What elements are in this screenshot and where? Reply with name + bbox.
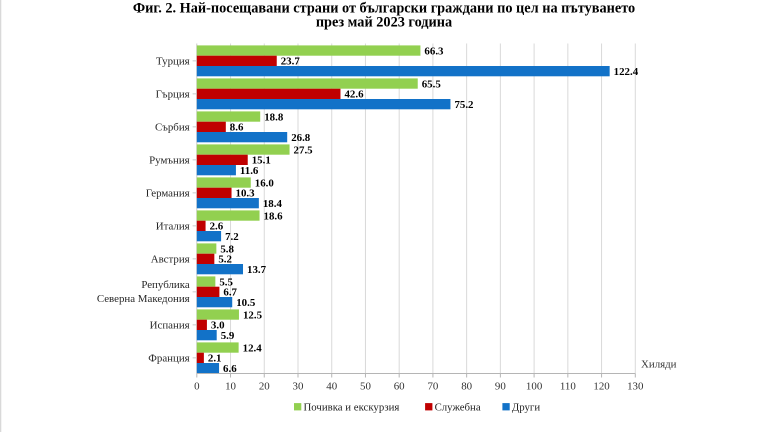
svg-text:8.6: 8.6 xyxy=(230,122,244,134)
svg-text:5.5: 5.5 xyxy=(219,276,233,288)
svg-text:Сърбия: Сърбия xyxy=(155,121,190,133)
svg-text:16.0: 16.0 xyxy=(255,177,275,189)
svg-text:3.0: 3.0 xyxy=(211,320,225,332)
svg-text:12.5: 12.5 xyxy=(243,309,263,321)
svg-text:2.6: 2.6 xyxy=(210,221,224,233)
svg-text:Гърция: Гърция xyxy=(156,88,190,100)
svg-text:100: 100 xyxy=(526,381,543,393)
svg-text:Северна Македония: Северна Македония xyxy=(97,293,190,305)
svg-text:7.2: 7.2 xyxy=(225,231,239,243)
svg-text:през май 2023 година: през май 2023 година xyxy=(316,15,452,31)
svg-text:Румъния: Румъния xyxy=(149,154,190,166)
svg-text:30: 30 xyxy=(293,381,304,393)
svg-text:5.8: 5.8 xyxy=(220,243,234,255)
svg-text:Австрия: Австрия xyxy=(151,253,190,265)
svg-text:Република: Република xyxy=(141,279,190,291)
svg-text:26.8: 26.8 xyxy=(291,132,311,144)
svg-text:66.3: 66.3 xyxy=(424,45,444,57)
svg-text:60: 60 xyxy=(394,381,405,393)
svg-text:130: 130 xyxy=(627,381,644,393)
svg-text:10.5: 10.5 xyxy=(236,297,256,309)
svg-text:80: 80 xyxy=(461,381,472,393)
svg-text:Италия: Италия xyxy=(156,220,190,232)
svg-text:5.9: 5.9 xyxy=(221,330,235,342)
svg-text:2.1: 2.1 xyxy=(208,353,222,365)
svg-text:90: 90 xyxy=(495,381,506,393)
svg-text:12.4: 12.4 xyxy=(243,342,263,354)
svg-text:18.6: 18.6 xyxy=(264,210,284,222)
svg-text:Германия: Германия xyxy=(146,187,190,199)
svg-text:Хиляди: Хиляди xyxy=(641,359,677,371)
svg-text:10: 10 xyxy=(225,381,236,393)
svg-text:Служебна: Служебна xyxy=(435,401,481,413)
svg-text:120: 120 xyxy=(593,381,610,393)
svg-text:40: 40 xyxy=(326,381,337,393)
svg-text:70: 70 xyxy=(427,381,438,393)
svg-text:6.6: 6.6 xyxy=(223,363,237,375)
svg-text:42.6: 42.6 xyxy=(344,89,364,101)
svg-text:18.8: 18.8 xyxy=(264,111,284,123)
svg-text:13.7: 13.7 xyxy=(247,264,267,276)
svg-text:10.3: 10.3 xyxy=(236,188,256,200)
svg-text:0: 0 xyxy=(194,381,200,393)
svg-text:Турция: Турция xyxy=(156,55,190,67)
svg-text:18.4: 18.4 xyxy=(263,198,283,210)
svg-text:75.2: 75.2 xyxy=(454,99,473,111)
svg-text:Други: Други xyxy=(512,401,540,413)
svg-text:Испания: Испания xyxy=(150,319,190,331)
svg-text:Фиг. 2. Най-посещавани страни: Фиг. 2. Най-посещавани страни от българс… xyxy=(133,1,635,17)
svg-text:110: 110 xyxy=(560,381,576,393)
svg-text:50: 50 xyxy=(360,381,371,393)
svg-text:11.6: 11.6 xyxy=(240,165,259,177)
svg-text:122.4: 122.4 xyxy=(614,66,639,78)
svg-text:15.1: 15.1 xyxy=(252,155,271,167)
svg-text:Франция: Франция xyxy=(148,352,189,364)
svg-text:65.5: 65.5 xyxy=(422,78,442,90)
svg-text:23.7: 23.7 xyxy=(281,56,301,68)
svg-text:20: 20 xyxy=(259,381,270,393)
svg-text:Почивка и екскурзия: Почивка и екскурзия xyxy=(304,401,400,413)
svg-text:27.5: 27.5 xyxy=(294,144,314,156)
svg-text:6.7: 6.7 xyxy=(223,287,237,299)
svg-text:5.2: 5.2 xyxy=(218,254,232,266)
